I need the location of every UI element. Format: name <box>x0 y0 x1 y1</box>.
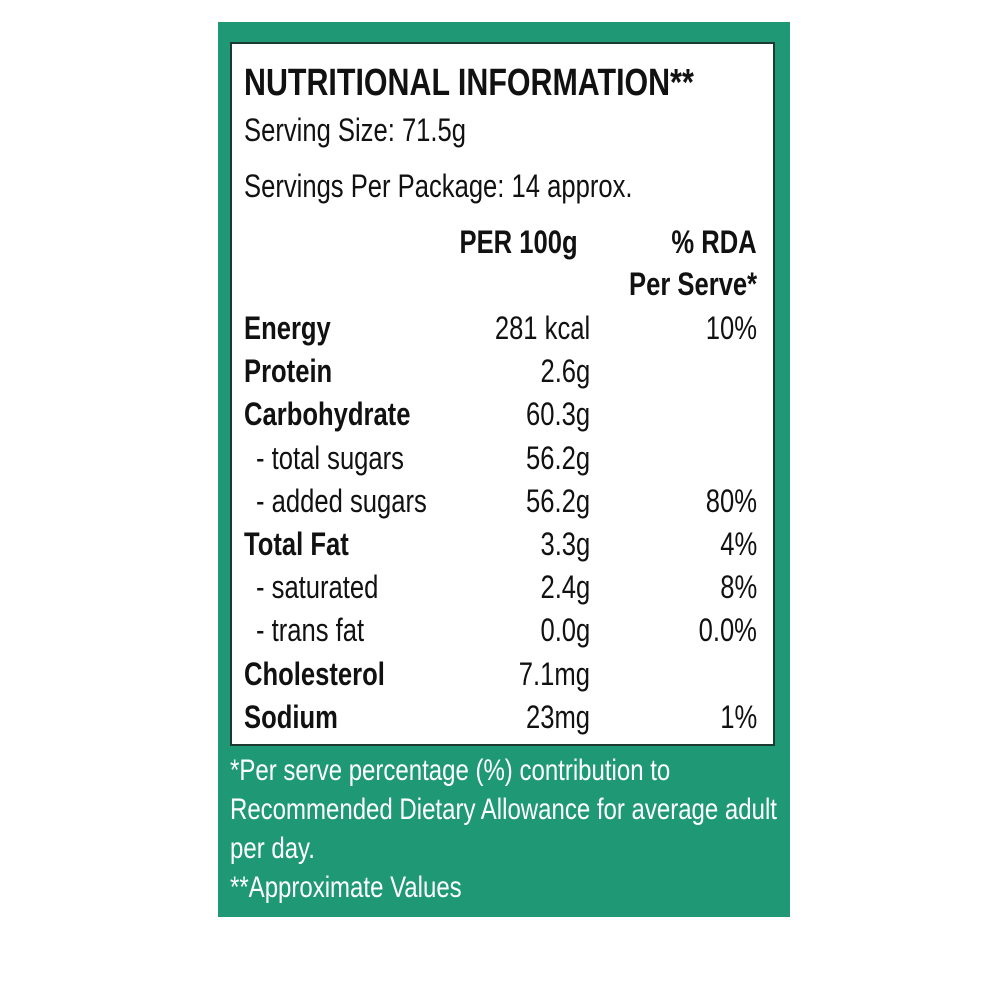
footnote: *Per serve percentage (%) contribution t… <box>230 754 671 787</box>
per-100g-value: 281 kcal <box>494 310 590 346</box>
nutrient-name: Cholesterol <box>244 655 385 692</box>
per-100g-value: 23mg <box>525 698 590 735</box>
footnote: per day. <box>230 832 315 865</box>
per-100g-value: 56.2g <box>525 439 590 476</box>
per-100g-value: 7.1mg <box>518 655 590 692</box>
per-100g-value: 0.0g <box>540 612 590 649</box>
rda-value: 4% <box>720 526 757 562</box>
footnote: Recommended Dietary Allowance for averag… <box>230 793 777 826</box>
per-100g-value: 3.3g <box>540 526 590 562</box>
nutrient-name: - trans fat <box>256 612 365 649</box>
nutrition-box <box>230 42 775 746</box>
column-header: Per Serve* <box>628 266 757 302</box>
nutrient-name: Energy <box>244 310 331 346</box>
nutrient-name: - total sugars <box>256 439 404 476</box>
rda-value: 0.0% <box>698 612 757 649</box>
rda-value: 8% <box>720 569 757 606</box>
per-100g-value: 56.2g <box>525 482 590 519</box>
rda-value: 1% <box>720 698 757 735</box>
column-header: % RDA <box>671 224 757 260</box>
nutrient-name: Carbohydrate <box>244 396 411 433</box>
nutrient-name: Sodium <box>244 698 338 735</box>
footnote: **Approximate Values <box>230 871 462 904</box>
servings-per-package: Servings Per Package: 14 approx. <box>244 168 633 204</box>
title: NUTRITIONAL INFORMATION** <box>244 62 694 104</box>
rda-value: 10% <box>705 310 757 346</box>
nutrient-name: Total Fat <box>244 526 349 562</box>
nutrient-name: Protein <box>244 353 333 390</box>
serving-size: Serving Size: 71.5g <box>244 112 466 148</box>
rda-value: 80% <box>705 482 757 519</box>
per-100g-value: 2.4g <box>540 569 590 606</box>
per-100g-value: 60.3g <box>525 396 590 433</box>
nutrient-name: - saturated <box>256 569 379 606</box>
nutrient-name: - added sugars <box>256 482 427 519</box>
column-header: PER 100g <box>459 224 578 260</box>
per-100g-value: 2.6g <box>540 353 590 390</box>
